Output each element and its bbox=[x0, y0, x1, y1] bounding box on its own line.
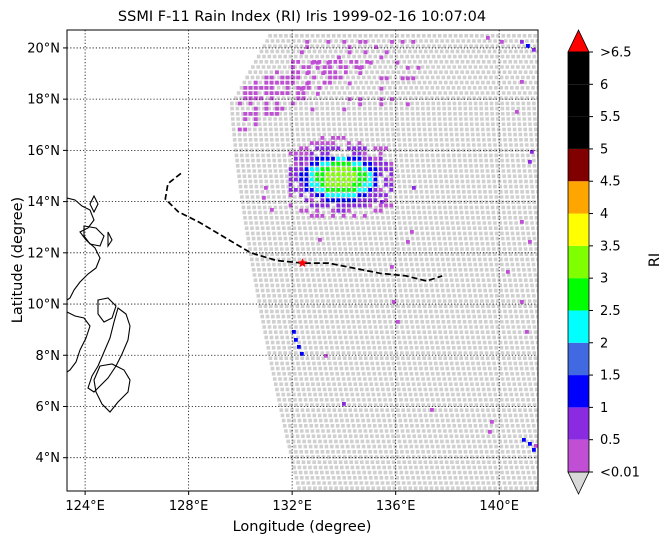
storm-track-line bbox=[164, 172, 443, 282]
satellite-swath bbox=[230, 34, 538, 490]
map-frame bbox=[66, 29, 539, 492]
colorbar-label: RI bbox=[647, 253, 663, 267]
coastline-segment bbox=[97, 297, 117, 323]
colorbar-frame bbox=[567, 51, 590, 473]
gridlines bbox=[67, 30, 538, 491]
latitude-ticks: 4°N 6°N 8°N 10°N 12°N 14°N 16°N 18°N 20°N bbox=[27, 41, 67, 466]
rain-pixel-group bbox=[325, 167, 357, 187]
y-tick-label: 6°N bbox=[36, 400, 61, 415]
colorbar-bin bbox=[568, 342, 589, 376]
colorbar-bin bbox=[568, 278, 589, 311]
colorbar-tick-label: 4 bbox=[600, 207, 608, 222]
x-tick-label: 124°E bbox=[65, 499, 105, 514]
rain-pixel-group bbox=[315, 162, 367, 192]
colorbar-tick-label: 1 bbox=[600, 401, 608, 416]
colorbar-tick-label: 1.5 bbox=[600, 369, 621, 384]
colorbar-bin bbox=[568, 181, 589, 214]
colorbar-over-arrow bbox=[567, 29, 590, 53]
colorbar-bin bbox=[568, 148, 589, 182]
colorbar-bin bbox=[568, 407, 589, 440]
coastline-segment bbox=[83, 225, 105, 247]
y-tick-label: 10°N bbox=[27, 298, 60, 313]
colorbar-bin bbox=[568, 52, 589, 85]
x-tick-label: 132°E bbox=[272, 499, 312, 514]
colorbar-tick-label: <0.01 bbox=[600, 466, 640, 481]
colorbar-tick-label: >6.5 bbox=[600, 46, 632, 61]
colorbar-bin bbox=[568, 84, 589, 117]
coastline-segment bbox=[93, 363, 131, 413]
colorbar-bin bbox=[568, 213, 589, 246]
x-tick-label: 136°E bbox=[376, 499, 416, 514]
colorbar-bin bbox=[568, 375, 589, 408]
y-tick-label: 4°N bbox=[36, 451, 61, 466]
colorbar: <0.01 0.5 1 1.5 2 2.5 3 3.5 4 4.5 5 5.5 6 >6.5 bbox=[567, 29, 640, 495]
y-tick-label: 18°N bbox=[27, 93, 60, 108]
y-axis-label: Latitude (degree) bbox=[10, 197, 26, 323]
colorbar-bin bbox=[568, 245, 589, 279]
colorbar-tick-label: 5 bbox=[600, 142, 608, 157]
y-tick-label: 20°N bbox=[27, 41, 60, 56]
colorbar-tick-label: 5.5 bbox=[600, 110, 621, 125]
colorbar-tick-label: 2 bbox=[600, 336, 608, 351]
colorbar-bin bbox=[568, 439, 589, 472]
x-tick-label: 128°E bbox=[169, 499, 209, 514]
storm-position-marker bbox=[297, 258, 308, 268]
y-tick-label: 14°N bbox=[27, 195, 60, 210]
colorbar-tick-label: 0.5 bbox=[600, 433, 621, 448]
swath-pixels bbox=[230, 34, 538, 490]
x-tick-label: 140°E bbox=[479, 499, 519, 514]
colorbar-tick-label: 3 bbox=[600, 272, 608, 287]
y-tick-label: 16°N bbox=[27, 144, 60, 159]
y-tick-label: 12°N bbox=[27, 246, 60, 261]
colorbar-tick-label: 2.5 bbox=[600, 304, 621, 319]
coastline-segment bbox=[67, 311, 91, 373]
colorbar-bin bbox=[568, 310, 589, 343]
coastline-segment bbox=[87, 307, 131, 393]
colorbar-tick-label: 4.5 bbox=[600, 175, 621, 190]
colorbar-bin bbox=[568, 116, 589, 149]
colorbar-tick-label: 3.5 bbox=[600, 239, 621, 254]
colorbar-under-arrow bbox=[567, 471, 590, 495]
storm-track bbox=[164, 172, 443, 282]
y-tick-label: 8°N bbox=[36, 349, 61, 364]
colorbar-tick-label: 6 bbox=[600, 78, 608, 93]
longitude-ticks: 124°E 128°E 132°E 136°E 140°E bbox=[65, 491, 519, 514]
map-title: SSMI F-11 Rain Index (RI) Iris 1999-02-1… bbox=[118, 9, 486, 25]
coastline-segment bbox=[107, 231, 113, 248]
rain-pixels bbox=[238, 36, 538, 452]
x-axis-label: Longitude (degree) bbox=[233, 519, 372, 535]
rain-pixel-group bbox=[238, 36, 538, 448]
